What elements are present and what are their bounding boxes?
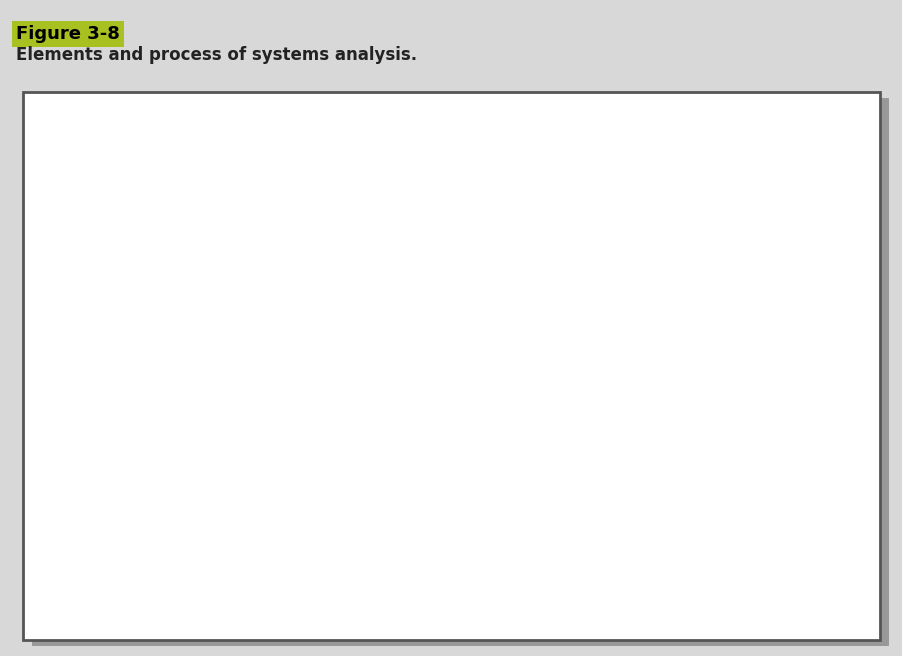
- FancyBboxPatch shape: [254, 472, 365, 516]
- Text: Decision
maker: Decision maker: [93, 174, 150, 201]
- Text: Reject
alternatives: Reject alternatives: [497, 535, 576, 564]
- Text: Analysis/Judgment: Analysis/Judgment: [442, 609, 566, 621]
- FancyBboxPatch shape: [470, 393, 603, 448]
- Text: Analysis Model: Analysis Model: [487, 414, 586, 427]
- FancyBboxPatch shape: [65, 327, 177, 371]
- Text: Redo
systems
analysis: Redo systems analysis: [510, 245, 564, 289]
- FancyBboxPatch shape: [65, 163, 177, 213]
- Text: Objectives: Objectives: [86, 343, 156, 356]
- Text: Criteria: Criteria: [285, 343, 335, 356]
- FancyBboxPatch shape: [65, 243, 177, 292]
- Text: Research: Research: [254, 609, 315, 621]
- Text: Resourses/
constraints: Resourses/ constraints: [272, 407, 346, 434]
- Text: Problem
formulation: Problem formulation: [83, 253, 160, 281]
- Text: Alternatives: Alternatives: [270, 488, 350, 501]
- FancyBboxPatch shape: [254, 327, 365, 371]
- Text: Figure 3-8: Figure 3-8: [16, 25, 120, 43]
- FancyBboxPatch shape: [254, 396, 365, 445]
- Text: Elements and process of systems analysis.: Elements and process of systems analysis…: [16, 46, 417, 64]
- Text: Formulation: Formulation: [49, 609, 127, 621]
- Text: Accept
alternative(s): Accept alternative(s): [749, 407, 839, 434]
- Text: Verification: Verification: [674, 609, 749, 621]
